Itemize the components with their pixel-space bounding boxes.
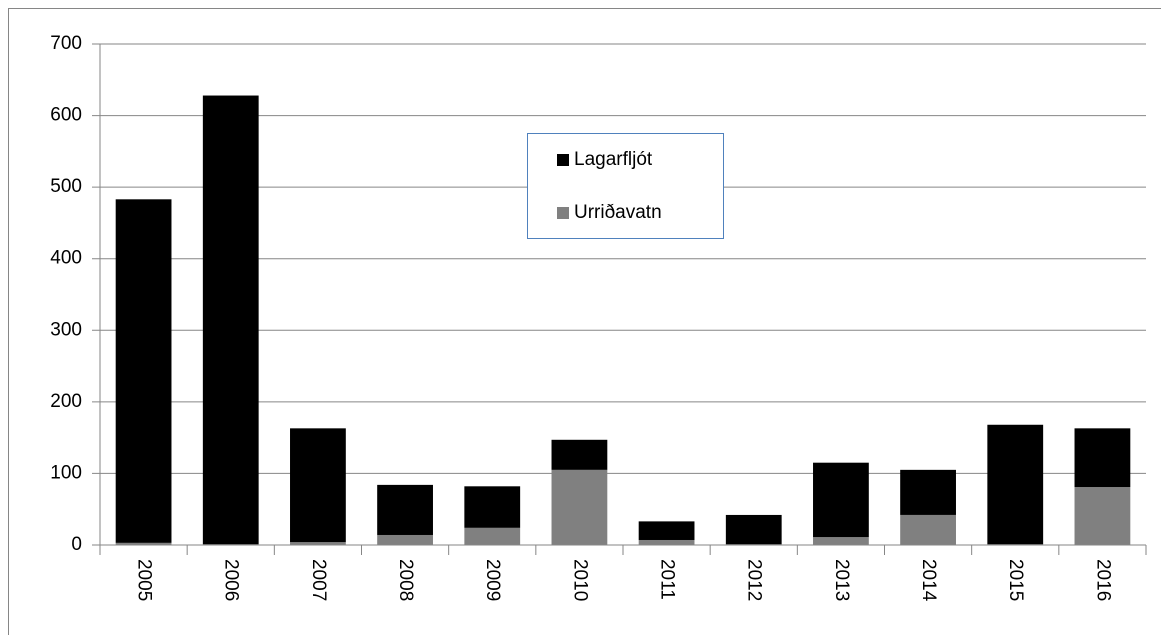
legend-swatch xyxy=(557,154,569,166)
bar-segment xyxy=(813,537,869,545)
bar-segment xyxy=(464,527,521,545)
bar-segment xyxy=(1074,487,1131,545)
x-tick-label: 2010 xyxy=(569,559,590,601)
x-tick-label: 2013 xyxy=(831,559,852,601)
legend-box xyxy=(527,133,724,239)
x-tick-label: 2011 xyxy=(657,559,678,600)
bar-segment xyxy=(900,469,956,515)
x-tick-label: 2006 xyxy=(221,559,242,601)
y-tick-label: 600 xyxy=(50,105,82,126)
y-tick-label: 100 xyxy=(50,462,82,483)
x-tick-label: 2015 xyxy=(1005,559,1026,601)
bar-segment xyxy=(290,428,346,543)
bar-segment xyxy=(813,462,869,538)
bar-segment xyxy=(900,514,956,545)
x-tick-label: 2016 xyxy=(1092,559,1113,601)
bar-segment xyxy=(551,439,608,470)
legend-swatch xyxy=(557,207,569,219)
bar-segment xyxy=(638,539,695,545)
bar-segment xyxy=(115,542,172,545)
x-tick-label: 2005 xyxy=(134,559,155,601)
y-tick-label: 700 xyxy=(50,33,82,54)
x-tick-label: 2012 xyxy=(744,559,765,601)
legend-label: Urriðavatn xyxy=(574,202,662,223)
y-tick-label: 300 xyxy=(50,319,82,340)
bar-segment xyxy=(725,514,782,545)
bar-segment xyxy=(638,521,695,540)
bar-segment xyxy=(377,534,433,545)
bar-segment xyxy=(202,95,259,545)
x-tick-label: 2008 xyxy=(395,559,416,601)
y-tick-label: 200 xyxy=(50,391,82,412)
y-tick-label: 0 xyxy=(71,534,82,555)
bar-segment xyxy=(377,484,433,535)
legend-label: Lagarfljót xyxy=(574,149,653,170)
chart-border xyxy=(8,8,1161,635)
x-tick-label: 2007 xyxy=(308,559,329,601)
bar-segment xyxy=(551,469,608,545)
x-tick-label: 2014 xyxy=(918,559,939,602)
y-tick-label: 500 xyxy=(50,176,82,197)
bar-segment xyxy=(290,542,346,545)
bar-segment xyxy=(987,424,1044,545)
bar-segment xyxy=(115,199,172,543)
x-tick-label: 2009 xyxy=(482,559,503,601)
bar-segment xyxy=(464,486,521,528)
y-tick-label: 400 xyxy=(50,248,82,269)
bar-segment xyxy=(1074,428,1131,488)
